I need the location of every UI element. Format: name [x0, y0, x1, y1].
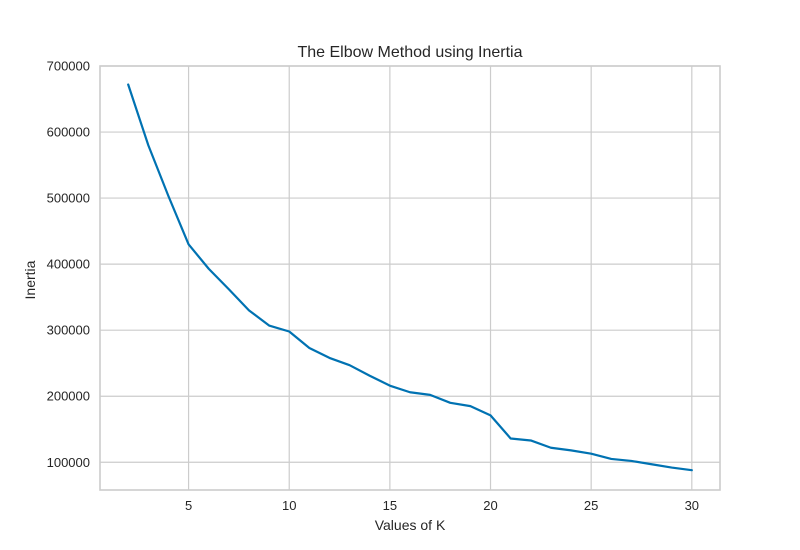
y-axis-label: Inertia — [22, 260, 38, 299]
y-tick-label: 100000 — [47, 455, 90, 470]
x-tick-label: 30 — [685, 498, 699, 513]
x-tick-label: 25 — [584, 498, 598, 513]
y-tick-label: 400000 — [47, 257, 90, 272]
y-tick-label: 500000 — [47, 191, 90, 206]
series-layer — [127, 83, 693, 472]
x-tick-label: 20 — [483, 498, 497, 513]
x-axis-label: Values of K — [375, 517, 446, 533]
y-tick-label: 600000 — [47, 125, 90, 140]
y-tick-label: 200000 — [47, 389, 90, 404]
chart-title: The Elbow Method using Inertia — [297, 44, 522, 61]
y-tick-label: 700000 — [47, 59, 90, 74]
y-tick-label: 300000 — [47, 323, 90, 338]
plot-frame — [99, 65, 721, 491]
x-tick-label: 15 — [383, 498, 397, 513]
plot-background — [100, 66, 720, 490]
y-tick-labels: 100000 200000 300000 400000 500000 600000 7000… — [47, 59, 90, 470]
x-tick-label: 5 — [185, 498, 192, 513]
x-tick-labels: 5 10 15 20 25 30 — [185, 498, 699, 513]
x-tick-label: 10 — [282, 498, 296, 513]
